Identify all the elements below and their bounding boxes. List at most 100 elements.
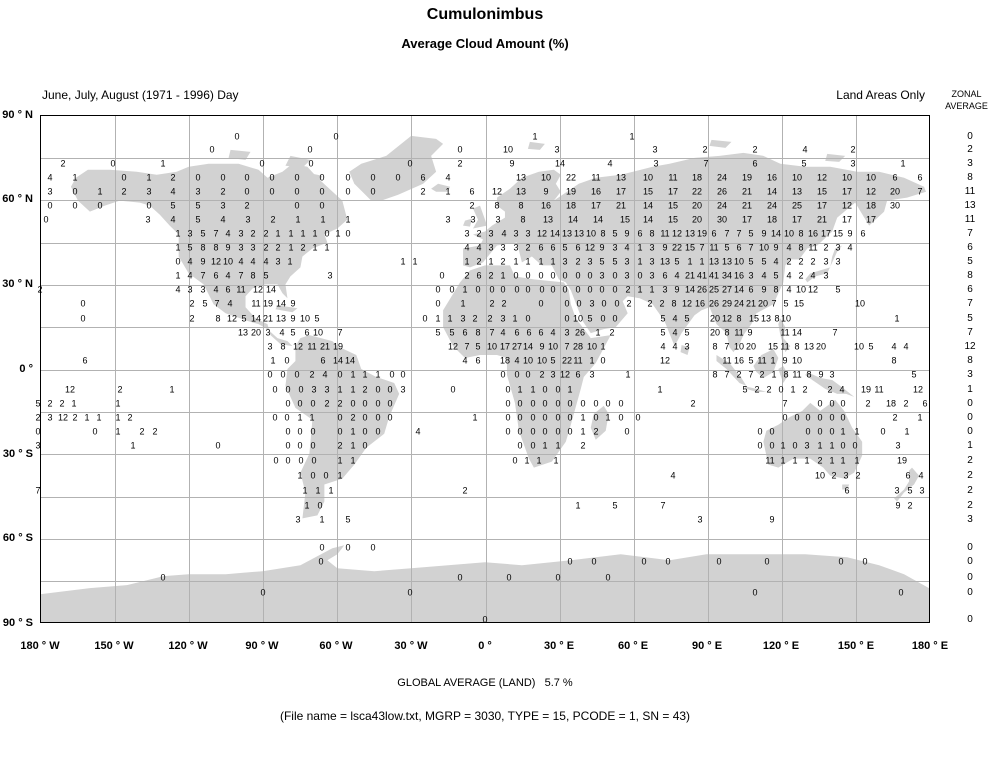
- cell-value: 6: [844, 485, 850, 496]
- cell-value: 1: [324, 242, 330, 253]
- cell-value: 12: [865, 186, 877, 197]
- cell-value: 2: [609, 327, 615, 338]
- cell-value: 0: [310, 398, 316, 409]
- cell-value: 1: [792, 455, 798, 466]
- cell-value: 2: [457, 158, 463, 169]
- parallel-line: [41, 369, 929, 371]
- cell-value: 10: [536, 355, 548, 366]
- file-source-label: (File name = lsca43low.txt, MGRP = 3030,…: [279, 709, 691, 723]
- cell-value: 4: [415, 426, 421, 437]
- global-average-label: GLOBAL AVERAGE (LAND) 5.7 %: [397, 677, 573, 689]
- cell-value: 14: [549, 228, 561, 239]
- cell-value: 22: [671, 242, 683, 253]
- cell-value: 4: [187, 270, 193, 281]
- cell-value: 17: [791, 214, 803, 225]
- cell-value: 1: [637, 256, 643, 267]
- cell-value: 0: [817, 398, 823, 409]
- cell-value: 10: [299, 313, 311, 324]
- cell-value: 5: [761, 256, 767, 267]
- cell-value: 27: [721, 284, 733, 295]
- cell-value: 0: [782, 412, 788, 423]
- cell-value: 11: [780, 341, 790, 352]
- cell-value: 2: [47, 398, 53, 409]
- longitude-tick-label: 60 ° E: [617, 640, 649, 652]
- cell-value: 28: [572, 341, 584, 352]
- zonal-average-value: 6: [967, 242, 973, 253]
- cell-value: 10: [758, 242, 770, 253]
- landmass-ireland: [463, 218, 473, 227]
- cell-value: 2: [810, 256, 816, 267]
- zonal-average-value: 0: [967, 542, 973, 553]
- meridian-line: [485, 116, 487, 622]
- cell-value: 10: [586, 341, 598, 352]
- cell-value: 0: [587, 284, 593, 295]
- cell-value: 1: [445, 186, 451, 197]
- cell-value: 1: [337, 470, 343, 481]
- latitude-tick-label: 0 °: [19, 363, 33, 375]
- cell-value: 0: [407, 587, 413, 598]
- cell-value: 0: [260, 587, 266, 598]
- zonal-average-header-line2: AVERAGE: [945, 101, 988, 111]
- cell-value: 8: [783, 369, 789, 380]
- cell-value: 0: [285, 455, 291, 466]
- cell-value: 3: [500, 242, 506, 253]
- cell-value: 25: [791, 200, 803, 211]
- cell-value: 3: [500, 313, 506, 324]
- cell-value: 0: [575, 284, 581, 295]
- cell-value: 1: [297, 412, 303, 423]
- cell-value: 2: [786, 256, 792, 267]
- cell-value: 0: [285, 426, 291, 437]
- cell-value: 14: [791, 327, 803, 338]
- cell-value: 6: [304, 327, 310, 338]
- cell-value: 9: [818, 369, 824, 380]
- cell-value: 1: [335, 228, 341, 239]
- cell-value: 1: [270, 355, 276, 366]
- cell-value: 5: [263, 270, 269, 281]
- cell-value: 1: [319, 514, 325, 525]
- cell-value: 3: [835, 242, 841, 253]
- cell-value: 0: [805, 412, 811, 423]
- zonal-average-value: 1: [967, 440, 973, 451]
- cell-value: 8: [200, 242, 206, 253]
- cell-value: 1: [567, 384, 573, 395]
- cell-value: 0: [618, 412, 624, 423]
- cell-value: 1: [780, 455, 786, 466]
- cell-value: 4: [839, 384, 845, 395]
- cell-value: 4: [672, 313, 678, 324]
- cell-value: 0: [862, 556, 868, 567]
- cell-value: 6: [225, 284, 231, 295]
- cell-value: 0: [567, 426, 573, 437]
- cell-value: 2: [476, 228, 482, 239]
- zonal-average-value: 2: [967, 485, 973, 496]
- zonal-average-value: 1: [967, 384, 973, 395]
- cell-value: 0: [500, 284, 506, 295]
- cell-value: 1: [309, 412, 315, 423]
- meridian-line: [708, 116, 709, 622]
- longitude-tick-label: 120 ° E: [762, 640, 800, 652]
- cell-value: 0: [612, 313, 618, 324]
- longitude-tick-label: 90 ° W: [245, 640, 279, 652]
- cell-value: 1: [555, 440, 561, 451]
- cell-value: 3: [195, 186, 201, 197]
- cell-value: 0: [318, 556, 324, 567]
- cell-value: 19: [896, 455, 908, 466]
- landmass-africa: [443, 265, 611, 468]
- cell-value: 2: [469, 200, 475, 211]
- cell-value: 1: [904, 426, 910, 437]
- cell-value: 4: [238, 256, 244, 267]
- cell-value: 1: [295, 214, 301, 225]
- cell-value: 4: [670, 470, 676, 481]
- cell-value: 5: [195, 214, 201, 225]
- cell-value: 8: [774, 313, 780, 324]
- cell-value: 9: [674, 284, 680, 295]
- cell-value: 0: [324, 228, 330, 239]
- latitude-tick-label: 90 ° N: [2, 109, 33, 121]
- cell-value: 0: [375, 412, 381, 423]
- cell-value: 0: [294, 172, 300, 183]
- cell-value: 2: [500, 256, 506, 267]
- cell-value: 5: [200, 228, 206, 239]
- cell-value: 0: [362, 426, 368, 437]
- cell-value: 2: [263, 242, 269, 253]
- meridian-line: [337, 116, 339, 622]
